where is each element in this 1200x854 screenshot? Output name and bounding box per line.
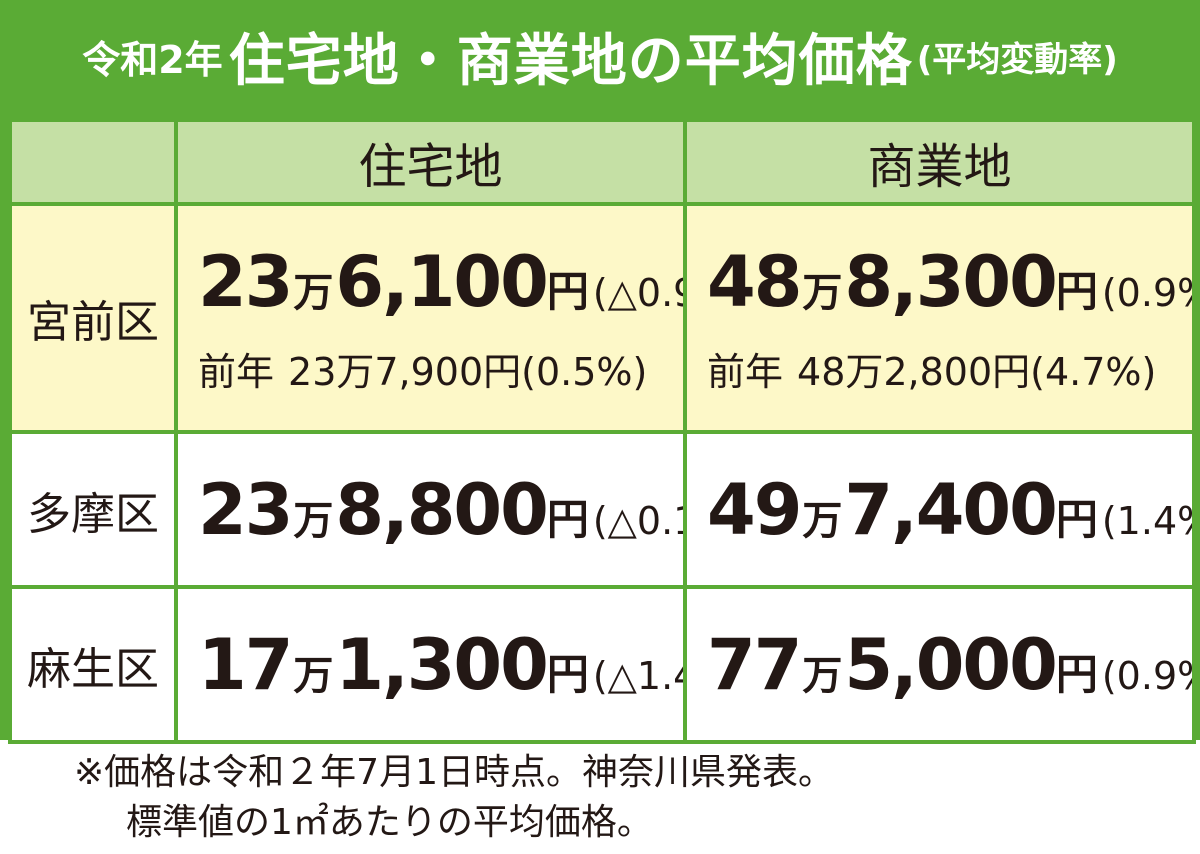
price-rest: 5,000 [844, 623, 1057, 706]
change-rate: (1.4%) [1101, 498, 1190, 543]
price-rest: 8,300 [844, 240, 1057, 323]
title-main: 住宅地・商業地の平均価格 [228, 28, 913, 94]
previous-year: 前年 48万2,800円(4.7%) [707, 341, 1190, 396]
commercial-cell: 77 万 5,000 円 (0.9%) [683, 585, 1196, 744]
unit-man: 万 [802, 497, 843, 544]
table-row: 多摩区 23 万 8,800 円 (△0.1%) 49 万 [8, 430, 1196, 589]
price-man: 48 [707, 240, 802, 323]
unit-yen: 円 [546, 494, 589, 544]
page-title: 令和2年 住宅地・商業地の平均価格 (平均変動率) [0, 0, 1200, 112]
previous-year: 前年 23万7,900円(0.5%) [198, 341, 681, 396]
unit-man: 万 [293, 269, 334, 316]
footnote-line-1: ※価格は令和２年7月1日時点。神奈川県発表。 [74, 752, 834, 793]
residential-cell: 23 万 8,800 円 (△0.1%) [174, 430, 687, 589]
title-prefix: 令和2年 [82, 37, 223, 82]
footnote-line-2: 標準値の1㎡あたりの平均価格。 [126, 802, 653, 843]
table-row: 麻生区 17 万 1,300 円 (△1.4%) 77 万 [8, 585, 1196, 744]
change-rate: (0.9%) [1101, 653, 1190, 698]
price-man: 23 [198, 468, 293, 551]
price-man: 49 [707, 468, 802, 551]
price-rest: 7,400 [844, 468, 1057, 551]
footnote: ※価格は令和２年7月1日時点。神奈川県発表。 標準値の1㎡あたりの平均価格。 [74, 748, 1184, 848]
price-man: 17 [198, 623, 293, 706]
price-table: 住宅地 商業地 宮前区 23 万 6,100 円 (△0.9%) 前年23万7,… [8, 118, 1196, 744]
ward-label: 多摩区 [8, 430, 178, 589]
commercial-cell: 49 万 7,400 円 (1.4%) [683, 430, 1196, 589]
header-commercial: 商業地 [683, 118, 1196, 206]
unit-yen: 円 [546, 266, 589, 316]
previous-year-value: 48万2,800円(4.7%) [797, 349, 1157, 394]
price-rest: 1,300 [335, 623, 548, 706]
change-rate: (0.9%) [1101, 270, 1190, 315]
previous-year-label: 前年 [707, 349, 784, 394]
change-rate: (△1.4%) [592, 653, 681, 698]
price-rest: 6,100 [335, 240, 548, 323]
unit-yen: 円 [1055, 649, 1098, 699]
header-corner [8, 118, 178, 206]
table-header-row: 住宅地 商業地 [8, 118, 1196, 206]
residential-cell: 17 万 1,300 円 (△1.4%) [174, 585, 687, 744]
table-frame: 令和2年 住宅地・商業地の平均価格 (平均変動率) 住宅地 商業地 宮前区 23… [0, 0, 1200, 744]
price-rest: 8,800 [335, 468, 548, 551]
price-man: 23 [198, 240, 293, 323]
change-rate: (△0.1%) [592, 498, 681, 543]
ward-label: 麻生区 [8, 585, 178, 744]
price-man: 77 [707, 623, 802, 706]
unit-yen: 円 [546, 649, 589, 699]
previous-year-label: 前年 [198, 349, 275, 394]
ward-label: 宮前区 [8, 202, 178, 434]
unit-man: 万 [293, 652, 334, 699]
header-residential: 住宅地 [174, 118, 687, 206]
unit-yen: 円 [1055, 494, 1098, 544]
unit-man: 万 [293, 497, 334, 544]
title-suffix: (平均変動率) [916, 39, 1118, 80]
table-row: 宮前区 23 万 6,100 円 (△0.9%) 前年 23万7,900円(0.5… [8, 202, 1196, 434]
unit-man: 万 [802, 652, 843, 699]
unit-yen: 円 [1055, 266, 1098, 316]
previous-year-value: 23万7,900円(0.5%) [288, 349, 648, 394]
commercial-cell: 48 万 8,300 円 (0.9%) 前年 48万2,800円(4.7%) [683, 202, 1196, 434]
change-rate: (△0.9%) [592, 270, 681, 315]
residential-cell: 23 万 6,100 円 (△0.9%) 前年 23万7,900円(0.5%) [174, 202, 687, 434]
unit-man: 万 [802, 269, 843, 316]
